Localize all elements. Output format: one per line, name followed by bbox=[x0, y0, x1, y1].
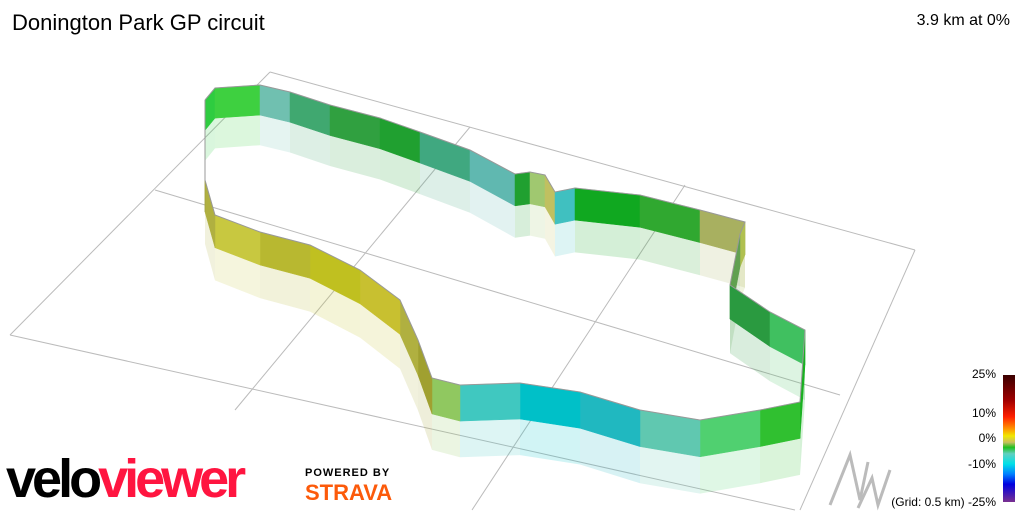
grid-line bbox=[471, 184, 686, 511]
track-reflection-segment bbox=[800, 365, 805, 475]
track-reflection-segment bbox=[470, 181, 515, 238]
legend-min-value: -25% bbox=[967, 495, 996, 509]
track-reflection-segment bbox=[760, 438, 800, 484]
track-reflection-segment bbox=[310, 278, 360, 338]
track-reflection-segment bbox=[260, 115, 290, 153]
track-segment bbox=[554, 187, 576, 225]
track-reflection-segment bbox=[545, 206, 555, 257]
track-reflection-segment bbox=[420, 163, 470, 213]
track-reflection-segment bbox=[360, 303, 400, 369]
grid-scale-note: (Grid: 0.5 km) bbox=[891, 495, 965, 509]
page-title: Donington Park GP circuit bbox=[12, 10, 265, 35]
track-reflection-segment bbox=[215, 247, 260, 299]
track-segment bbox=[529, 171, 546, 208]
track-reflection bbox=[205, 115, 805, 494]
grid-line bbox=[154, 189, 841, 396]
route-summary: 3.9 km at 0% bbox=[916, 12, 1010, 29]
track-reflection-segment bbox=[205, 212, 215, 281]
grid-line bbox=[269, 71, 916, 251]
track-reflection-segment bbox=[432, 413, 460, 458]
track-elevation-wall bbox=[204, 84, 806, 458]
track-reflection-segment bbox=[640, 446, 700, 494]
legend-label-10: 10% bbox=[971, 406, 996, 420]
powered-by-label: POWERED BY bbox=[305, 467, 391, 479]
grid-line bbox=[799, 249, 916, 511]
track-reflection-segment bbox=[400, 334, 418, 411]
logo-velo: velo bbox=[6, 449, 102, 509]
logo-viewer: viewer bbox=[98, 449, 246, 509]
track-reflection-segment bbox=[205, 118, 215, 161]
legend-label-minus10: -10% bbox=[967, 457, 996, 471]
track-reflection-segment bbox=[520, 419, 580, 465]
grid-line bbox=[9, 334, 796, 511]
track-reflection-segment bbox=[290, 122, 330, 166]
track-segment bbox=[214, 84, 261, 119]
legend-label-0: 0% bbox=[978, 431, 996, 445]
north-arrow-icon bbox=[828, 449, 892, 511]
legend-label-min: (Grid: 0.5 km) -25% bbox=[891, 496, 996, 509]
track-reflection-segment bbox=[260, 265, 310, 312]
legend-label-max: 25% bbox=[971, 367, 996, 381]
track-reflection-segment bbox=[730, 319, 770, 382]
track-reflection-segment bbox=[460, 419, 520, 458]
track-segment bbox=[459, 382, 521, 422]
track-outline bbox=[204, 84, 806, 421]
strava-logo[interactable]: STRAVA bbox=[305, 480, 393, 505]
track-reflection-segment bbox=[740, 254, 745, 301]
track-reflection-segment bbox=[700, 446, 760, 494]
track-reflection-segment bbox=[515, 203, 530, 238]
track-reflection-segment bbox=[380, 148, 420, 195]
track-reflection-segment bbox=[575, 220, 640, 260]
track-reflection-segment bbox=[770, 346, 805, 400]
track-reflection-segment bbox=[330, 135, 380, 180]
track-reflection-segment bbox=[555, 220, 575, 257]
gradient-color-scale bbox=[1003, 375, 1015, 502]
track-reflection-segment bbox=[530, 203, 545, 239]
track-segment bbox=[514, 171, 531, 207]
track-reflection-segment bbox=[418, 375, 432, 450]
track-reflection-segment bbox=[580, 428, 640, 484]
track-reflection-segment bbox=[640, 227, 700, 276]
track-reflection-segment bbox=[215, 115, 260, 149]
veloviewer-logo[interactable]: veloviewer bbox=[6, 449, 246, 509]
